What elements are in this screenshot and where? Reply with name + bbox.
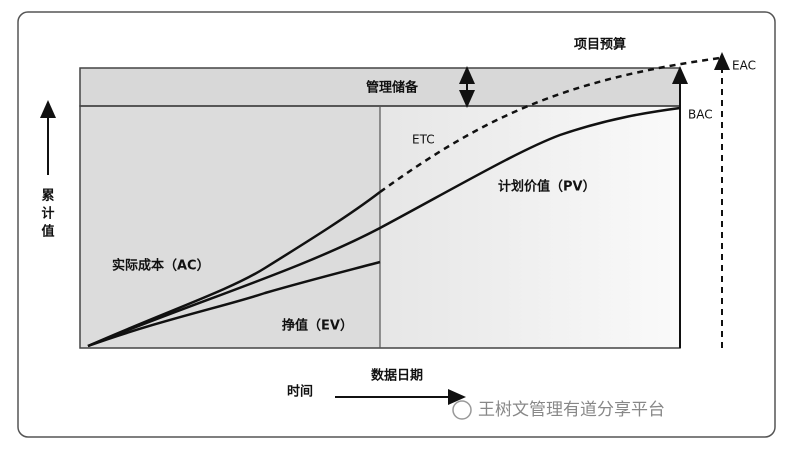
past-region [80, 106, 380, 348]
label: 数据日期 [371, 368, 423, 384]
future-region [380, 106, 680, 348]
label: 累 [41, 188, 54, 204]
ev-curve [87, 260, 381, 348]
label: 时间 [287, 384, 313, 400]
label: BAC [688, 108, 713, 122]
label: 管理储备 [366, 80, 419, 96]
label: 项目预算 [574, 37, 626, 53]
label: EAC [732, 59, 756, 73]
watermark: 王树文管理有道分享平台 [478, 400, 665, 420]
pv-curve [87, 106, 681, 348]
label: ETC [412, 133, 435, 147]
etc-curve [379, 56, 721, 194]
watermark-icon [452, 400, 472, 420]
label: 实际成本（AC） [112, 258, 210, 274]
ac-curve [87, 191, 381, 348]
label: 计 [41, 206, 54, 222]
label: 计划价值（PV） [498, 179, 596, 195]
label: 值 [41, 224, 54, 240]
label: 挣值（EV） [282, 318, 353, 334]
